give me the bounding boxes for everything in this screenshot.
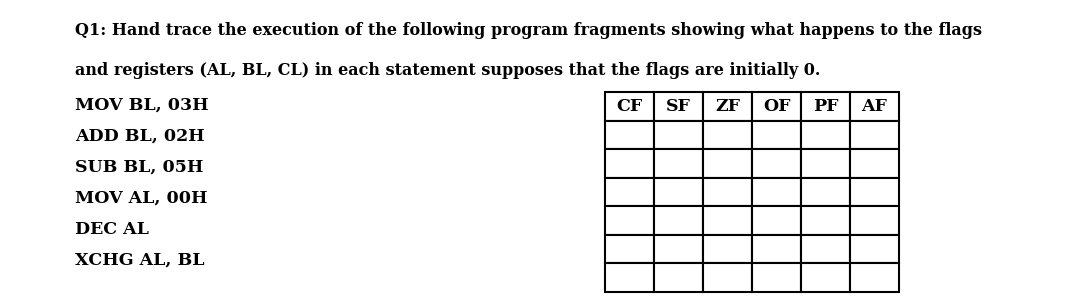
Bar [605,149,654,178]
Bar [605,92,654,121]
Text: ZF: ZF [715,98,740,115]
Bar [850,206,899,235]
Bar [605,121,654,149]
Text: PF: PF [813,98,838,115]
Text: AF: AF [862,98,888,115]
Bar [654,149,703,178]
Bar [605,206,654,235]
Bar [801,263,850,291]
Bar [703,149,752,178]
Bar [703,178,752,206]
Text: XCHG AL, BL: XCHG AL, BL [75,252,204,268]
Bar [850,178,899,206]
Bar [801,121,850,149]
Text: OF: OF [762,98,791,115]
Bar [801,149,850,178]
Text: CF: CF [617,98,643,115]
Bar [752,235,801,263]
Bar [801,235,850,263]
Bar [605,263,654,291]
Bar [752,206,801,235]
Text: SF: SF [666,98,691,115]
Bar [605,178,654,206]
Bar [801,206,850,235]
Bar [703,263,752,291]
Bar [703,121,752,149]
Bar [801,178,850,206]
Bar [752,121,801,149]
Bar [752,149,801,178]
Bar [850,235,899,263]
Bar [654,121,703,149]
Text: and registers (AL, BL, CL) in each statement supposes that the flags are initial: and registers (AL, BL, CL) in each state… [75,62,821,79]
Bar [752,263,801,291]
Text: MOV BL, 03H: MOV BL, 03H [75,97,208,113]
Bar [654,178,703,206]
Bar [703,235,752,263]
Bar [752,178,801,206]
Text: SUB BL, 05H: SUB BL, 05H [75,159,203,176]
Bar [801,92,850,121]
Bar [850,92,899,121]
Bar [850,149,899,178]
Bar [703,92,752,121]
Text: MOV AL, 00H: MOV AL, 00H [75,189,207,206]
Text: ADD BL, 02H: ADD BL, 02H [75,127,204,145]
Bar [752,92,801,121]
Bar [654,206,703,235]
Text: Q1: Hand trace the execution of the following program fragments showing what hap: Q1: Hand trace the execution of the foll… [75,22,982,39]
Text: DEC AL: DEC AL [75,220,149,238]
Bar [850,121,899,149]
Bar [850,263,899,291]
Bar [703,206,752,235]
Bar [605,235,654,263]
Bar [654,92,703,121]
Bar [654,263,703,291]
Bar [654,235,703,263]
